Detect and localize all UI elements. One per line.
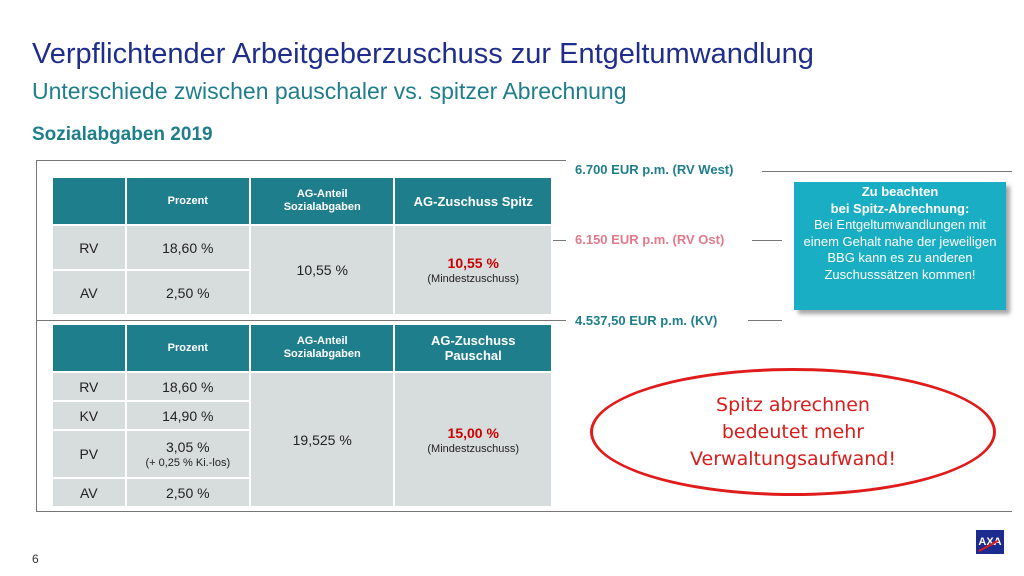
table-pauschal-row-value: 3,05 % (+ 0,25 % Ki.-los) xyxy=(126,431,249,477)
table-spitz-anteil: 10,55 % xyxy=(250,226,394,314)
line-kv-right xyxy=(748,320,782,321)
table-spitz-row-label: AV xyxy=(53,271,125,314)
table-pauschal-head-zuschuss: AG-Zuschuss Pauschal xyxy=(395,325,551,371)
threshold-rv-ost: 6.150 EUR p.m. (RV Ost) xyxy=(575,232,725,247)
threshold-rv-west: 6.700 EUR p.m. (RV West) xyxy=(575,162,734,177)
callout-line2: bedeutet mehr xyxy=(721,421,865,443)
axa-logo: AXA xyxy=(976,530,1004,554)
table-spitz: Prozent AG-Anteil Sozialabgaben AG-Zusch… xyxy=(51,176,553,316)
bracket-left-lower xyxy=(36,320,37,512)
table-spitz-row-value: 18,60 % xyxy=(126,226,249,269)
callout-line1: Spitz abrechnen xyxy=(716,394,870,416)
line-rv-west xyxy=(36,160,566,161)
table-pauschal-head-anteil-line2: Sozialabgaben xyxy=(283,348,361,360)
line-rv-ost-right xyxy=(752,240,782,241)
table-pauschal-row-value-main: 3,05 % xyxy=(165,439,210,455)
note-heading-line1: Zu beachten xyxy=(861,184,939,199)
table-spitz-zuschuss: 10,55 % (Mindestzuschuss) xyxy=(395,226,551,314)
table-spitz-head-zuschuss: AG-Zuschuss Spitz xyxy=(395,178,551,224)
table-spitz-head-anteil-line2: Sozialabgaben xyxy=(283,201,361,213)
line-rv-ost xyxy=(552,240,566,241)
table-spitz-head-anteil: AG-Anteil Sozialabgaben xyxy=(250,178,394,224)
callout-line3: Verwaltungsaufwand! xyxy=(690,448,896,470)
table-spitz-head-anteil-line1: AG-Anteil xyxy=(296,188,348,200)
table-spitz-head-prozent: Prozent xyxy=(126,178,249,224)
threshold-kv: 4.537,50 EUR p.m. (KV) xyxy=(575,313,718,328)
table-pauschal-row-value: 14,90 % xyxy=(126,402,249,429)
table-pauschal-corner xyxy=(53,325,125,371)
table-pauschal-head-prozent: Prozent xyxy=(126,325,249,371)
table-spitz-row-label: RV xyxy=(53,226,125,269)
page-number: 6 xyxy=(32,552,39,566)
note-heading-line2: bei Spitz-Abrechnung: xyxy=(830,200,970,216)
table-pauschal-head-anteil-line1: AG-Anteil xyxy=(296,335,348,347)
table-pauschal-zuschuss-note: (Mindestzuschuss) xyxy=(427,442,520,455)
callout-ellipse xyxy=(590,368,996,496)
table-pauschal-row-label: KV xyxy=(53,402,125,429)
table-pauschal-zuschuss: 15,00 % (Mindestzuschuss) xyxy=(395,373,551,506)
table-pauschal-zuschuss-value: 15,00 % xyxy=(447,424,499,441)
section-heading: Sozialabgaben 2019 xyxy=(32,124,213,145)
line-kv xyxy=(36,320,566,321)
table-pauschal-anteil: 19,525 % xyxy=(250,373,394,506)
table-spitz-row-value: 2,50 % xyxy=(126,271,249,314)
page-subtitle: Unterschiede zwischen pauschaler vs. spi… xyxy=(32,78,627,104)
table-pauschal-row-label: RV xyxy=(53,373,125,400)
page-title: Verpflichtender Arbeitgeberzuschuss zur … xyxy=(32,38,814,70)
table-pauschal-head-zuschuss-line1: AG-Zuschuss xyxy=(430,333,516,348)
table-pauschal-row-value: 2,50 % xyxy=(126,479,249,506)
note-body: Bei Entgeltumwandlungen mit einem Gehalt… xyxy=(803,217,997,282)
note-box: Zu beachten bei Spitz-Abrechnung: Bei En… xyxy=(794,182,1006,310)
table-pauschal-head-anteil: AG-Anteil Sozialabgaben xyxy=(250,325,394,371)
line-rv-west-right xyxy=(762,171,1012,172)
table-pauschal: Prozent AG-Anteil Sozialabgaben AG-Zusch… xyxy=(51,323,553,508)
table-pauschal-row-value-sub: (+ 0,25 % Ki.-los) xyxy=(145,457,231,469)
table-pauschal-row-label: AV xyxy=(53,479,125,506)
table-pauschal-row-value: 18,60 % xyxy=(126,373,249,400)
table-pauschal-row-label: PV xyxy=(53,431,125,477)
line-bottom xyxy=(36,511,1012,512)
table-pauschal-head-zuschuss-line2: Pauschal xyxy=(444,348,502,363)
table-spitz-corner xyxy=(53,178,125,224)
bracket-left-upper xyxy=(36,160,37,320)
table-spitz-zuschuss-note: (Mindestzuschuss) xyxy=(427,273,520,285)
callout-text: Spitz abrechnen bedeutet mehr Verwaltung… xyxy=(590,392,996,473)
table-spitz-zuschuss-value: 10,55 % xyxy=(447,255,499,271)
